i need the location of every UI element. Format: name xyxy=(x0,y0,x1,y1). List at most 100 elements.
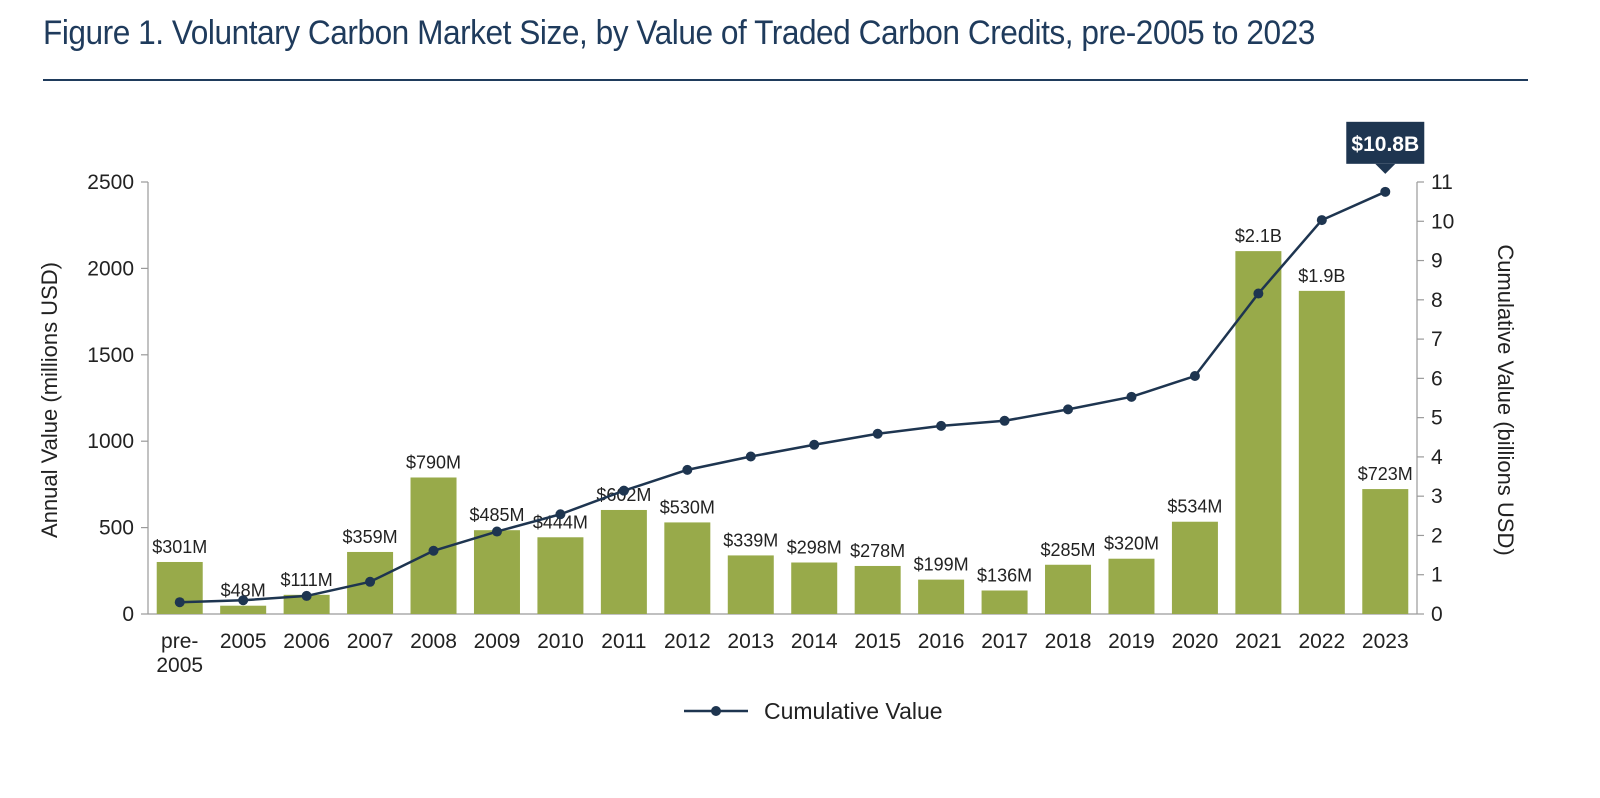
bar xyxy=(664,522,711,614)
bar-data-label: $339M xyxy=(723,530,778,550)
legend-marker xyxy=(711,706,721,716)
bar-data-label: $136M xyxy=(977,565,1032,585)
cumulative-point xyxy=(872,428,883,439)
x-tick-label: 2005 xyxy=(156,654,203,677)
bar xyxy=(473,530,520,614)
right-tick-label: 2 xyxy=(1431,524,1443,547)
figure-title: Figure 1. Voluntary Carbon Market Size, … xyxy=(43,14,1315,52)
bar xyxy=(1298,290,1345,614)
bar-data-label: $111M xyxy=(280,570,332,590)
x-tick-label: 2005 xyxy=(220,630,267,653)
y2-axis-title: Cumulative Value (billions USD) xyxy=(1493,244,1518,555)
bar-data-label: $530M xyxy=(660,497,715,517)
right-tick-label: 5 xyxy=(1431,407,1443,430)
bar-data-label: $298M xyxy=(787,538,842,558)
cumulative-point xyxy=(1316,215,1327,226)
bar-data-label: $359M xyxy=(343,527,398,547)
bar xyxy=(918,579,965,614)
cumulative-point xyxy=(301,590,312,601)
x-tick-label: 2022 xyxy=(1298,630,1345,653)
cumulative-point xyxy=(1189,371,1200,382)
cumulative-point xyxy=(809,439,820,450)
bar-data-label: $485M xyxy=(469,505,524,525)
bar xyxy=(1362,489,1409,614)
bar xyxy=(220,605,267,614)
bar xyxy=(1108,558,1155,614)
bar xyxy=(981,590,1028,614)
bar-data-label: $790M xyxy=(406,452,461,472)
x-tick-label: pre- xyxy=(161,630,198,653)
title-divider xyxy=(43,79,1528,81)
x-tick-label: 2018 xyxy=(1045,630,1092,653)
right-tick-label: 4 xyxy=(1431,446,1443,469)
right-tick-label: 3 xyxy=(1431,485,1443,508)
legend-label: Cumulative Value xyxy=(764,698,943,724)
right-tick-label: 8 xyxy=(1431,289,1443,312)
x-tick-label: 2012 xyxy=(664,630,711,653)
bar-data-label: $285M xyxy=(1041,540,1096,560)
x-tick-label: 2021 xyxy=(1235,630,1282,653)
bar-data-label: $1.9B xyxy=(1298,266,1345,286)
x-tick-label: 2010 xyxy=(537,630,584,653)
right-tick-label: 9 xyxy=(1431,250,1443,273)
cumulative-point xyxy=(745,451,756,462)
cumulative-point xyxy=(428,545,439,556)
right-tick-label: 7 xyxy=(1431,328,1443,351)
right-tick-label: 0 xyxy=(1431,603,1443,626)
x-tick-label: 2013 xyxy=(727,630,774,653)
x-tick-label: 2011 xyxy=(601,630,646,653)
left-tick-label: 2500 xyxy=(87,171,134,194)
left-tick-label: 1000 xyxy=(87,430,134,453)
cumulative-point xyxy=(1126,391,1137,402)
callout-label: $10.8B xyxy=(1351,133,1419,156)
bar-data-label: $301M xyxy=(152,537,207,557)
callout-pointer xyxy=(1375,163,1396,174)
right-tick-label: 11 xyxy=(1431,171,1453,194)
bar xyxy=(854,565,901,614)
x-tick-label: 2006 xyxy=(283,630,330,653)
right-tick-label: 10 xyxy=(1431,210,1454,233)
bar xyxy=(1045,564,1092,614)
y-axis-title: Annual Value (millions USD) xyxy=(37,262,62,538)
cumulative-point xyxy=(999,415,1010,426)
cumulative-point xyxy=(365,576,376,587)
cumulative-point xyxy=(174,597,185,608)
left-tick-label: 1500 xyxy=(87,344,134,367)
cumulative-point xyxy=(491,526,502,537)
x-tick-label: 2017 xyxy=(981,630,1028,653)
right-tick-label: 6 xyxy=(1431,367,1443,390)
cumulative-point xyxy=(238,595,249,606)
x-tick-label: 2016 xyxy=(918,630,965,653)
x-tick-label: 2015 xyxy=(854,630,901,653)
bar xyxy=(537,537,584,614)
x-tick-label: 2020 xyxy=(1172,630,1219,653)
x-tick-label: 2008 xyxy=(410,630,457,653)
right-tick-label: 1 xyxy=(1431,564,1443,587)
x-tick-label: 2023 xyxy=(1362,630,1409,653)
bar-data-label: $2.1B xyxy=(1235,226,1282,246)
bar xyxy=(1171,521,1218,614)
cumulative-point xyxy=(555,509,566,520)
cumulative-point xyxy=(1253,288,1264,299)
x-tick-label: 2014 xyxy=(791,630,838,653)
bar-data-label: $278M xyxy=(850,541,905,561)
x-tick-label: 2009 xyxy=(474,630,521,653)
bar xyxy=(600,509,647,614)
bar-data-label: $534M xyxy=(1167,497,1222,517)
bar-data-label: $199M xyxy=(914,555,969,575)
bar-data-label: $48M xyxy=(221,581,266,601)
bar-data-label: $320M xyxy=(1104,534,1159,554)
cumulative-point xyxy=(618,485,629,496)
cumulative-point xyxy=(682,464,693,475)
cumulative-point xyxy=(1380,186,1391,197)
cumulative-point xyxy=(1063,404,1074,415)
left-tick-label: 0 xyxy=(122,603,134,626)
callout-box xyxy=(1346,121,1425,164)
left-tick-label: 500 xyxy=(99,517,134,540)
bar xyxy=(791,562,838,614)
x-tick-label: 2007 xyxy=(347,630,394,653)
bar xyxy=(727,555,774,614)
bar-data-label: $723M xyxy=(1358,464,1413,484)
x-tick-label: 2019 xyxy=(1108,630,1155,653)
bar xyxy=(1235,251,1282,614)
